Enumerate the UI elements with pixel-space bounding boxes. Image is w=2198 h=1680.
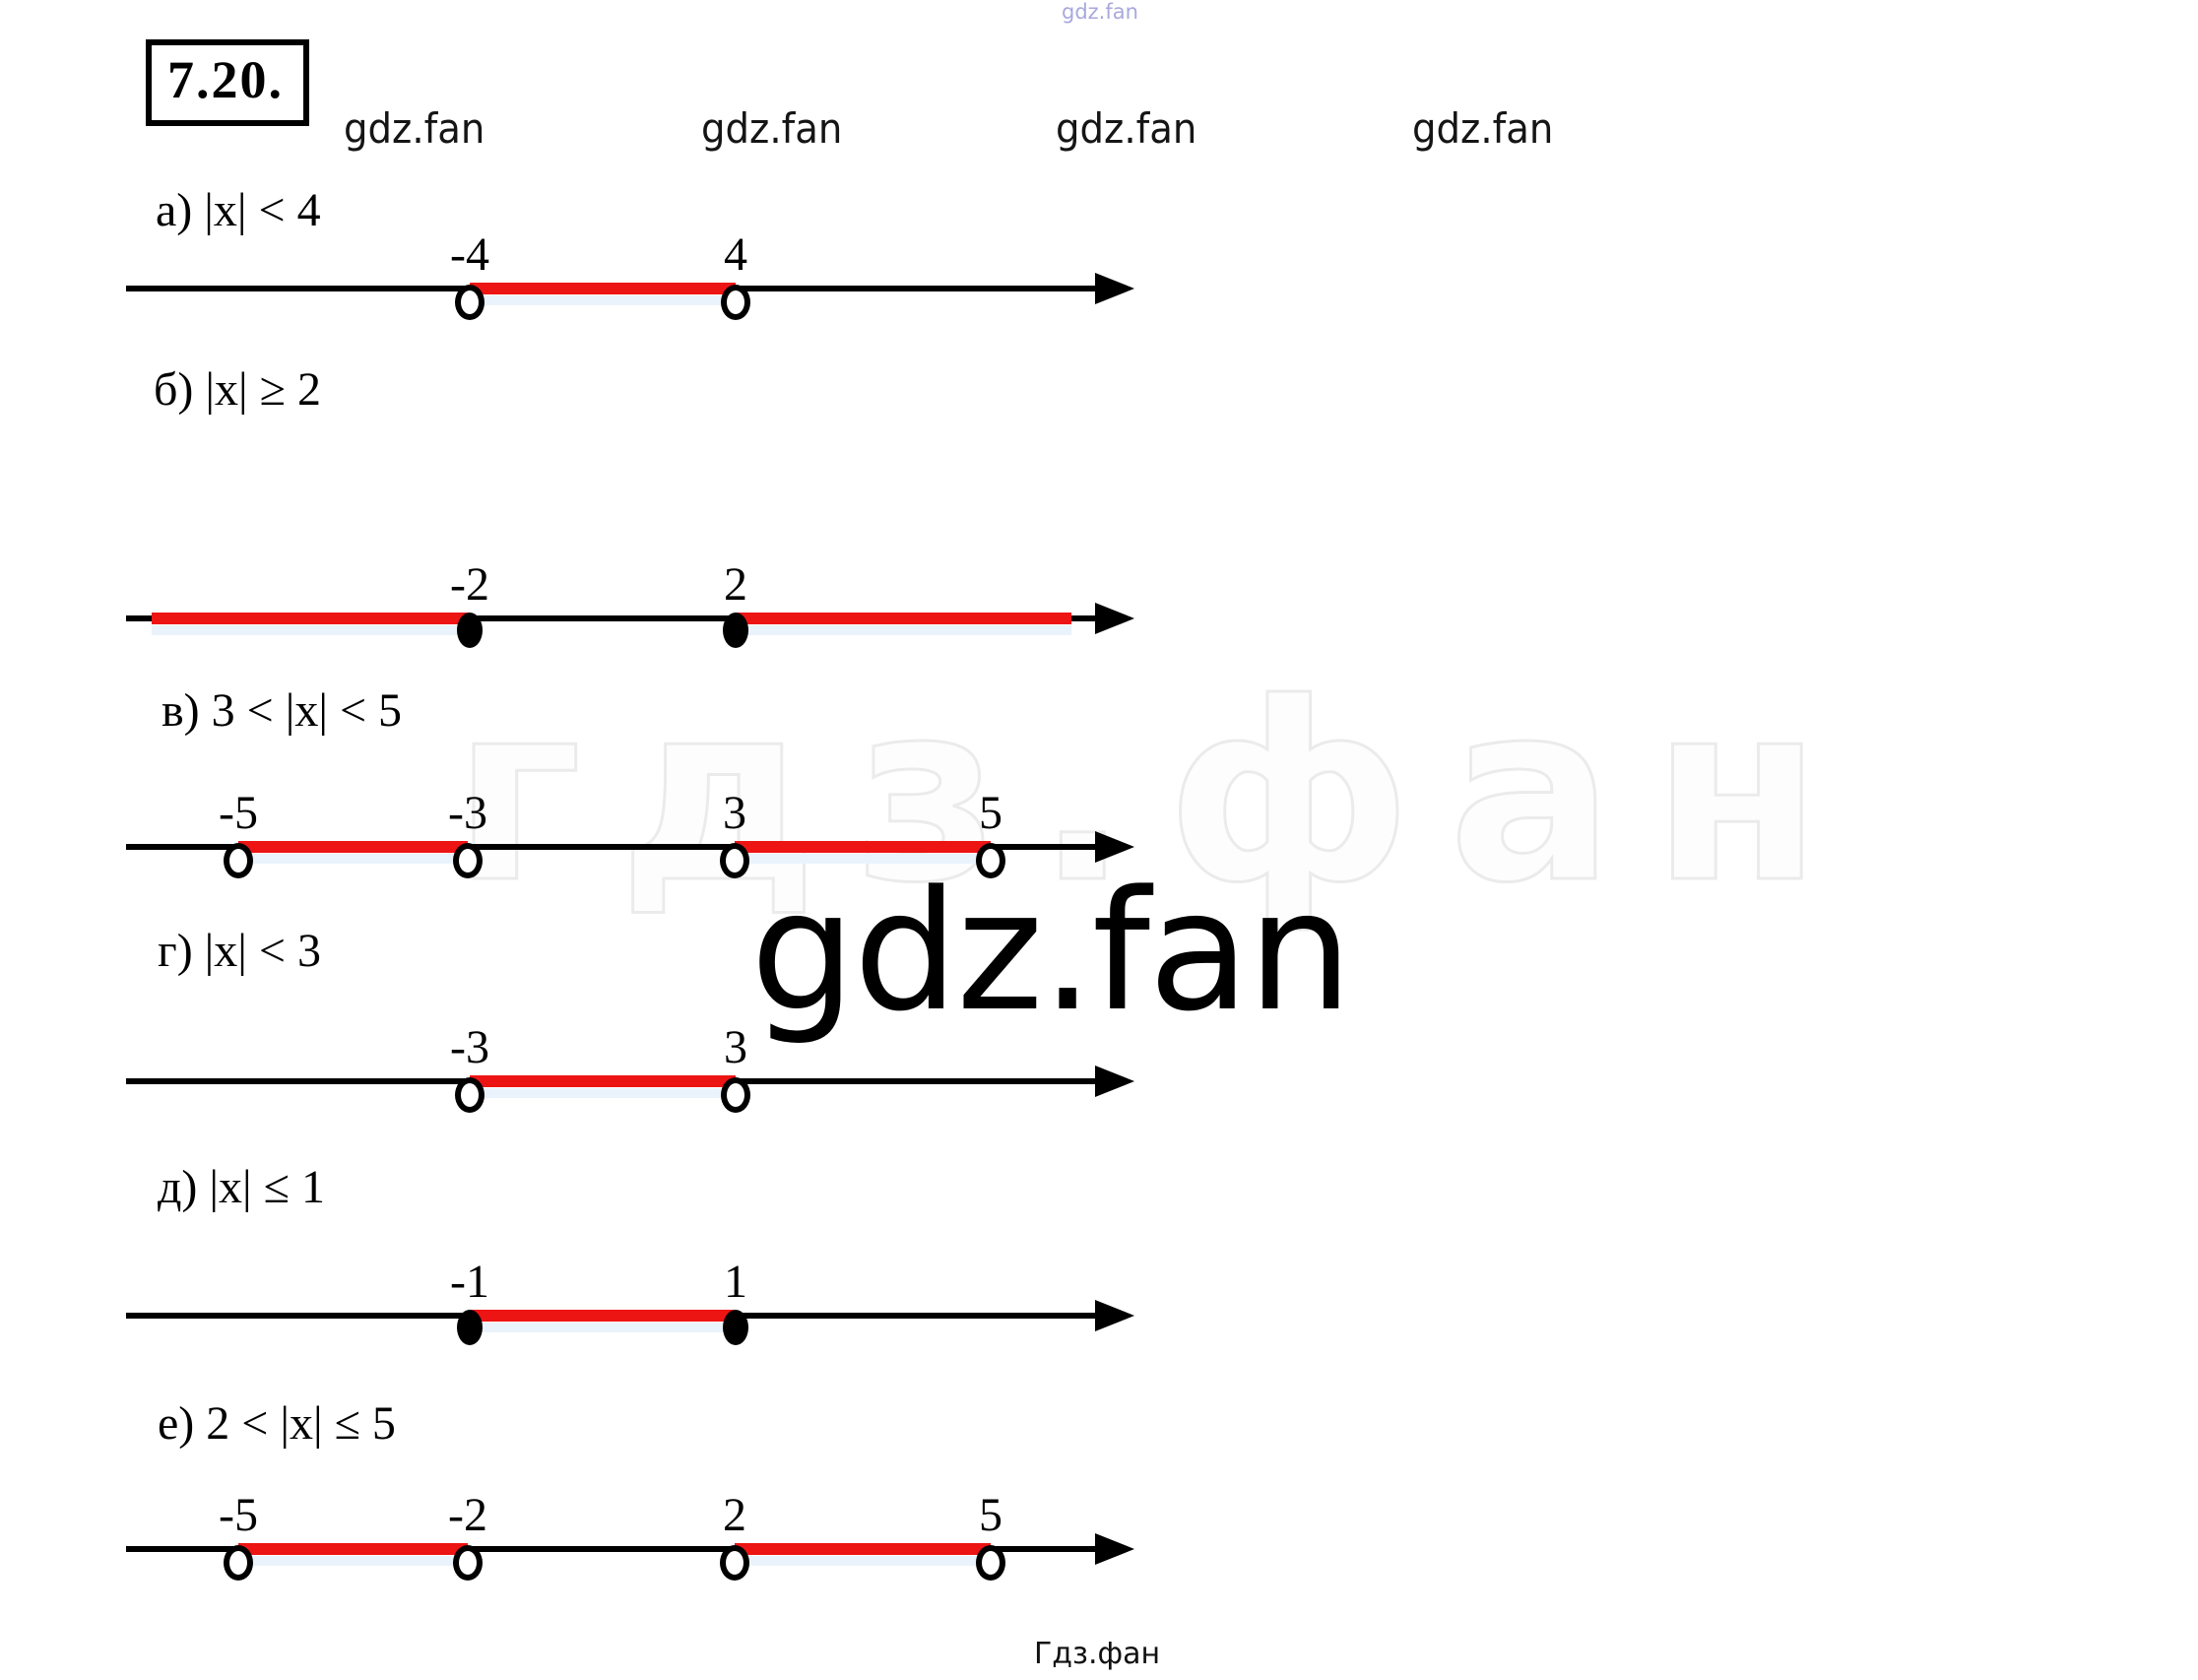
interval-shadow-a-0 <box>470 295 736 305</box>
open-endpoint-a-4 <box>721 285 750 320</box>
open-endpoint-v-5 <box>976 843 1005 878</box>
endpoint-label-g--3: -3 <box>450 1021 489 1073</box>
endpoint-label-v--5: -5 <box>219 787 258 839</box>
watermark-top-small: gdz.fan <box>1062 0 1138 24</box>
endpoint-label-d-1: 1 <box>724 1256 747 1308</box>
interval-shadow-b-1 <box>736 625 1071 635</box>
watermark-gdzfan-3: gdz.fan <box>1056 104 1197 153</box>
interval-shadow-e-0 <box>238 1556 468 1566</box>
endpoint-label-e-2: 2 <box>723 1489 746 1541</box>
open-endpoint-v--3 <box>453 843 483 878</box>
interval-shadow-v-1 <box>735 854 991 864</box>
axis-line-b <box>126 615 1101 621</box>
open-endpoint-e--2 <box>453 1545 483 1581</box>
solution-interval-g-0 <box>470 1075 736 1087</box>
axis-line-v <box>126 844 1101 850</box>
axis-arrowhead-d <box>1095 1300 1134 1331</box>
watermark-gdzfan-2: gdz.fan <box>701 104 843 153</box>
interval-shadow-v-0 <box>238 854 468 864</box>
figure-statement-d: д) |x| ≤ 1 <box>158 1161 325 1213</box>
problem-number-box: 7.20. <box>146 39 309 126</box>
axis-arrowhead-e <box>1095 1533 1134 1565</box>
figure-statement-v: в) 3 < |x| < 5 <box>162 684 403 737</box>
open-endpoint-a--4 <box>455 285 485 320</box>
axis-arrowhead-g <box>1095 1066 1134 1097</box>
figure-statement-b: б) |x| ≥ 2 <box>154 363 321 416</box>
watermark-bottom: Гдз.фан <box>1034 1637 1161 1671</box>
watermark-big: gdz.fan <box>750 855 1352 1048</box>
endpoint-label-b--2: -2 <box>450 558 489 611</box>
endpoint-label-g-3: 3 <box>724 1021 747 1073</box>
endpoint-label-v-5: 5 <box>979 787 1002 839</box>
watermark-gdzfan-4: gdz.fan <box>1412 104 1554 153</box>
open-endpoint-g-3 <box>721 1077 750 1113</box>
endpoint-label-v-3: 3 <box>723 787 746 839</box>
endpoint-label-e--5: -5 <box>219 1489 258 1541</box>
endpoint-label-e--2: -2 <box>448 1489 487 1541</box>
solution-interval-v-0 <box>238 841 468 853</box>
interval-shadow-e-1 <box>735 1556 991 1566</box>
open-endpoint-e--5 <box>224 1545 253 1581</box>
endpoint-label-v--3: -3 <box>448 787 487 839</box>
open-endpoint-e-2 <box>720 1545 749 1581</box>
problem-number: 7.20. <box>167 50 284 109</box>
figure-statement-a: а) |x| < 4 <box>156 184 321 236</box>
figure-statement-g: г) |x| < 3 <box>158 925 321 977</box>
endpoint-label-d--1: -1 <box>450 1256 489 1308</box>
solution-interval-e-1 <box>735 1543 991 1555</box>
axis-line-e <box>126 1546 1101 1552</box>
axis-arrowhead-v <box>1095 831 1134 863</box>
open-endpoint-v-3 <box>720 843 749 878</box>
figure-statement-e: е) 2 < |x| ≤ 5 <box>158 1397 396 1450</box>
endpoint-label-a-4: 4 <box>724 228 747 281</box>
axis-arrowhead-a <box>1095 273 1134 304</box>
filled-endpoint-d-1 <box>723 1310 748 1345</box>
interval-shadow-b-0 <box>152 625 470 635</box>
open-endpoint-g--3 <box>455 1077 485 1113</box>
interval-shadow-d-0 <box>470 1323 736 1332</box>
watermark-ghost: гдз.фан <box>451 649 1860 938</box>
filled-endpoint-b--2 <box>457 613 483 648</box>
filled-endpoint-b-2 <box>723 613 748 648</box>
solution-interval-d-0 <box>470 1310 736 1322</box>
filled-endpoint-d--1 <box>457 1310 483 1345</box>
solution-interval-b-1 <box>736 613 1071 624</box>
endpoint-label-b-2: 2 <box>724 558 747 611</box>
watermark-gdzfan-1: gdz.fan <box>344 104 485 153</box>
solution-interval-a-0 <box>470 283 736 294</box>
solution-interval-b-0 <box>152 613 470 624</box>
open-endpoint-v--5 <box>224 843 253 878</box>
endpoint-label-e-5: 5 <box>979 1489 1002 1541</box>
open-endpoint-e-5 <box>976 1545 1005 1581</box>
solution-interval-v-1 <box>735 841 991 853</box>
solution-interval-e-0 <box>238 1543 468 1555</box>
endpoint-label-a--4: -4 <box>450 228 489 281</box>
axis-arrowhead-b <box>1095 603 1134 634</box>
interval-shadow-g-0 <box>470 1088 736 1098</box>
